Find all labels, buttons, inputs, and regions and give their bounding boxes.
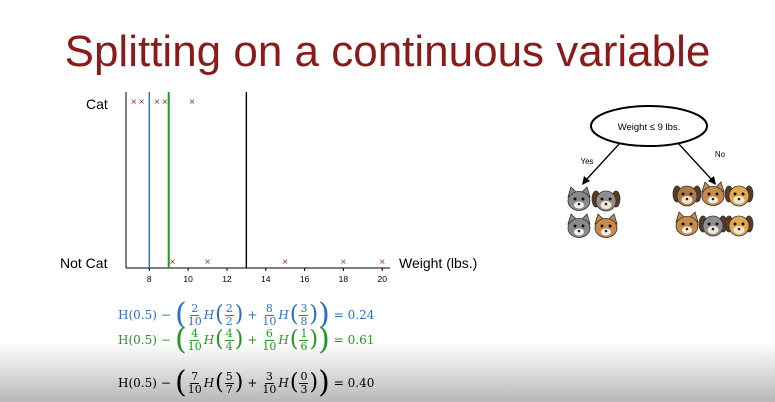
y-label-cat: Cat <box>86 96 108 112</box>
close-paren: ) <box>318 322 330 357</box>
fraction-numerator: 1 <box>299 326 309 341</box>
fraction-denominator: 10 <box>187 339 202 353</box>
data-point-marker: × <box>282 257 288 268</box>
fraction-denominator: 7 <box>225 382 233 396</box>
plus-sign: + <box>247 376 258 390</box>
data-point-marker: × <box>170 257 176 268</box>
close-paren: ) <box>318 365 330 400</box>
data-point-marker: × <box>189 97 195 108</box>
slide-title: Splitting on a continuous variable <box>64 27 711 76</box>
open-paren: ( <box>289 302 299 327</box>
data-point-marker: × <box>131 97 137 108</box>
information-gain-result: = 0.40 <box>333 376 375 390</box>
information-gain-result: = 0.61 <box>333 333 375 347</box>
entropy-symbol: H <box>278 333 289 347</box>
fraction-numerator: 4 <box>224 326 234 341</box>
data-point-marker: × <box>379 257 385 268</box>
close-paren: ) <box>318 297 330 332</box>
fraction-denominator: 2 <box>225 314 233 328</box>
entropy-root: H(0.5) <box>118 308 157 322</box>
x-tick-label: 8 <box>147 274 152 284</box>
fraction-numerator: 2 <box>224 301 234 316</box>
data-point-marker: × <box>154 97 160 108</box>
information-gain-formula: H(0.5) −(7 10 H(5 7) +3 10 H(0 3)) = 0.40 <box>118 368 374 398</box>
information-gain-formula: H(0.5) −(4 10 H(4 4) +6 10 H(1 6)) = 0.61 <box>118 325 374 355</box>
fraction-denominator: 6 <box>300 339 308 353</box>
x-tick-label: 10 <box>183 274 193 284</box>
fraction-numerator: 2 <box>190 301 200 316</box>
information-gain-result: = 0.24 <box>333 308 375 322</box>
fraction-numerator: 0 <box>299 369 309 384</box>
close-paren: ) <box>234 302 244 327</box>
open-paren: ( <box>174 365 187 400</box>
open-paren: ( <box>215 302 224 327</box>
close-paren: ) <box>309 370 319 395</box>
right-weight-fraction: 8 10 <box>262 301 277 328</box>
x-tick-label: 18 <box>339 274 349 284</box>
right-weight-fraction: 3 10 <box>262 369 277 396</box>
fraction-numerator: 3 <box>299 301 309 316</box>
fraction-denominator: 3 <box>300 382 308 396</box>
entropy-symbol: H <box>203 376 215 390</box>
open-paren: ( <box>174 297 187 332</box>
fraction-numerator: 8 <box>264 301 274 316</box>
data-point-marker: × <box>205 257 211 268</box>
close-paren: ) <box>234 370 244 395</box>
minus-sign: − <box>160 333 171 347</box>
open-paren: ( <box>289 327 299 352</box>
x-tick-label: 20 <box>378 274 388 284</box>
fraction-denominator: 10 <box>262 339 277 353</box>
fraction-numerator: 3 <box>264 369 274 384</box>
left-weight-fraction: 4 10 <box>187 326 202 353</box>
fraction-denominator: 10 <box>262 314 277 328</box>
entropy-symbol: H <box>203 308 215 322</box>
fraction-numerator: 5 <box>224 369 234 384</box>
minus-sign: − <box>160 308 171 322</box>
close-paren: ) <box>234 327 244 352</box>
entropy-root: H(0.5) <box>118 376 157 390</box>
open-paren: ( <box>215 327 224 352</box>
fraction-numerator: 4 <box>190 326 200 341</box>
x-tick-label: 16 <box>300 274 310 284</box>
minus-sign: − <box>160 376 171 390</box>
close-paren: ) <box>309 327 319 352</box>
entropy-symbol: H <box>278 376 289 390</box>
fraction-numerator: 6 <box>264 326 274 341</box>
fraction-denominator: 4 <box>225 339 233 353</box>
fraction-denominator: 10 <box>187 382 202 396</box>
fraction-denominator: 8 <box>300 314 308 328</box>
fraction-denominator: 10 <box>187 314 202 328</box>
fraction-numerator: 7 <box>190 369 200 384</box>
entropy-root: H(0.5) <box>118 333 157 347</box>
open-paren: ( <box>215 370 224 395</box>
right-weight-fraction: 6 10 <box>262 326 277 353</box>
data-point-marker: × <box>139 97 145 108</box>
plus-sign: + <box>247 333 258 347</box>
x-tick-label: 12 <box>222 274 232 284</box>
data-point-marker: × <box>340 257 346 268</box>
left-weight-fraction: 7 10 <box>187 369 202 396</box>
plus-sign: + <box>247 308 258 322</box>
x-axis-label: Weight (lbs.) <box>399 255 478 271</box>
entropy-symbol: H <box>203 333 215 347</box>
close-paren: ) <box>309 302 319 327</box>
open-paren: ( <box>289 370 299 395</box>
fraction-denominator: 10 <box>262 382 277 396</box>
x-tick-label: 14 <box>261 274 271 284</box>
information-gain-formula: H(0.5) −(2 10 H(2 2) +8 10 H(3 8)) = 0.24 <box>118 300 374 330</box>
open-paren: ( <box>174 322 187 357</box>
left-weight-fraction: 2 10 <box>187 301 202 328</box>
y-label-not-cat: Not Cat <box>60 255 108 271</box>
data-point-marker: × <box>162 97 168 108</box>
entropy-symbol: H <box>278 308 289 322</box>
